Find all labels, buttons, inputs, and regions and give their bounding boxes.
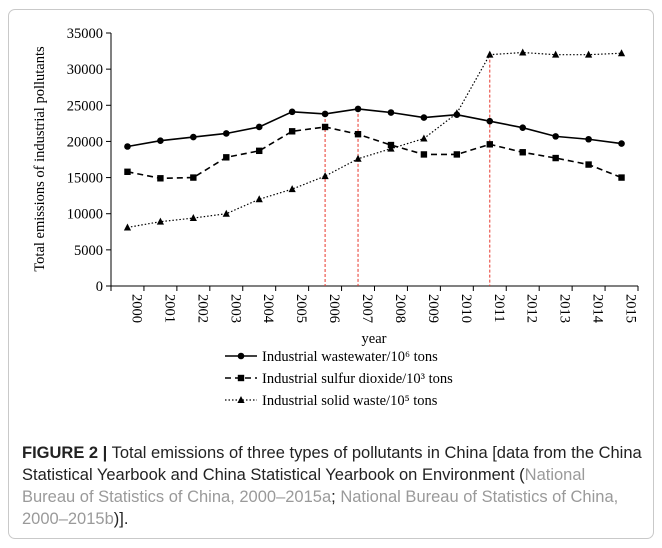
data-point: [387, 144, 395, 152]
x-tick-label: 2001: [161, 294, 177, 323]
data-point: [486, 117, 494, 125]
x-axis-ticks: 2000 2001 2002 2003 2004 2005 2006 2007 2008 2009…: [110, 286, 639, 324]
data-point: [552, 50, 560, 58]
data-point: [123, 223, 132, 231]
figure-frame: [8, 9, 654, 539]
data-point: [237, 396, 245, 403]
x-tick-label: 2010: [458, 294, 474, 323]
legend-label: Industrial sulfur dioxide/10³ tons: [262, 371, 453, 387]
caption-label: FIGURE 2 |: [22, 444, 108, 462]
legend: Industrial wastewater/10⁶ tons Industrial…: [225, 349, 453, 409]
legend-label: Industrial solid waste/10⁵ tons: [262, 393, 438, 409]
data-point: [321, 110, 329, 118]
data-point: [124, 168, 131, 175]
data-point: [156, 217, 165, 225]
data-point: [189, 214, 197, 222]
data-point: [618, 140, 625, 147]
series-line: [127, 108, 622, 148]
y-tick-label: 10000: [67, 207, 103, 223]
data-point: [288, 108, 296, 116]
data-point: [519, 48, 527, 56]
y-axis-title: Total emissions of industrial pollutants: [32, 46, 48, 272]
legend-label: Industrial wastewater/10⁶ tons: [262, 349, 438, 365]
data-point: [256, 147, 263, 155]
line-chart: 0 5000 10000 15000 20000 25000 30000 35000 2000…: [32, 26, 639, 409]
caption-end: )].: [113, 510, 129, 528]
data-point: [420, 134, 428, 142]
caption-reference-link[interactable]: National Bureau of Statistics of China, …: [22, 466, 586, 506]
data-point: [618, 174, 625, 181]
data-point: [519, 149, 526, 156]
data-point: [354, 131, 362, 138]
series-line: [127, 126, 622, 180]
x-tick-label: 2012: [524, 294, 540, 323]
data-point: [486, 141, 493, 148]
data-point: [255, 123, 263, 131]
x-tick-label: 2006: [326, 294, 342, 323]
data-point: [237, 374, 245, 382]
series-layer: [123, 48, 626, 231]
reference-lines: [324, 54, 491, 286]
series-line: [127, 51, 622, 229]
data-point: [190, 174, 197, 181]
x-tick-label: 2014: [590, 294, 606, 324]
data-point: [321, 123, 329, 131]
data-point: [222, 130, 230, 137]
series-group: [123, 48, 626, 231]
y-tick-label: 15000: [67, 171, 103, 187]
x-tick-label: 2000: [128, 294, 144, 323]
x-tick-label: 2007: [359, 294, 375, 323]
data-point: [585, 135, 592, 143]
data-point: [237, 352, 245, 360]
data-point: [387, 109, 395, 116]
data-point: [222, 209, 230, 217]
data-point: [124, 143, 131, 150]
data-point: [617, 49, 626, 57]
data-point: [584, 50, 593, 58]
data-point: [321, 172, 329, 180]
x-tick-label: 2005: [293, 294, 309, 323]
data-point: [453, 151, 461, 158]
y-tick-label: 25000: [67, 98, 103, 114]
y-tick-label: 20000: [67, 134, 103, 150]
data-point: [519, 124, 527, 131]
x-axis-title: year: [362, 331, 387, 347]
data-point: [288, 185, 296, 193]
x-tick-label: 2015: [623, 294, 639, 323]
data-point: [420, 151, 428, 158]
figure-caption: FIGURE 2 | Total emissions of three type…: [22, 442, 642, 530]
y-tick-label: 35000: [67, 26, 103, 42]
data-point: [157, 137, 164, 145]
series-group: [124, 105, 625, 150]
data-point: [486, 50, 494, 58]
data-point: [354, 105, 362, 113]
caption-reference-link[interactable]: National Bureau of Statistics of China, …: [22, 488, 619, 528]
y-tick-label: 0: [96, 279, 103, 295]
y-axis-ticks: 0 5000 10000 15000 20000 25000 30000 35000: [67, 26, 111, 295]
caption-text: Total emissions of three types of pollut…: [22, 444, 642, 484]
x-tick-label: 2009: [425, 294, 441, 323]
caption-separator: ;: [331, 488, 341, 506]
series-group: [124, 123, 625, 182]
data-point: [354, 154, 362, 162]
x-tick-label: 2008: [392, 294, 408, 323]
data-point: [288, 128, 296, 135]
data-point: [420, 114, 428, 121]
data-point: [453, 109, 461, 117]
data-point: [190, 133, 197, 141]
data-point: [552, 133, 559, 140]
data-point: [255, 195, 263, 203]
data-point: [552, 154, 559, 162]
x-tick-label: 2002: [194, 294, 210, 323]
data-point: [223, 154, 230, 161]
x-tick-label: 2004: [260, 294, 276, 324]
x-tick-label: 2011: [491, 294, 507, 322]
x-tick-label: 2013: [557, 294, 573, 323]
data-point: [585, 161, 592, 168]
y-tick-label: 5000: [74, 243, 103, 259]
data-point: [157, 175, 164, 182]
y-tick-label: 30000: [67, 62, 103, 78]
x-tick-label: 2003: [227, 294, 243, 323]
